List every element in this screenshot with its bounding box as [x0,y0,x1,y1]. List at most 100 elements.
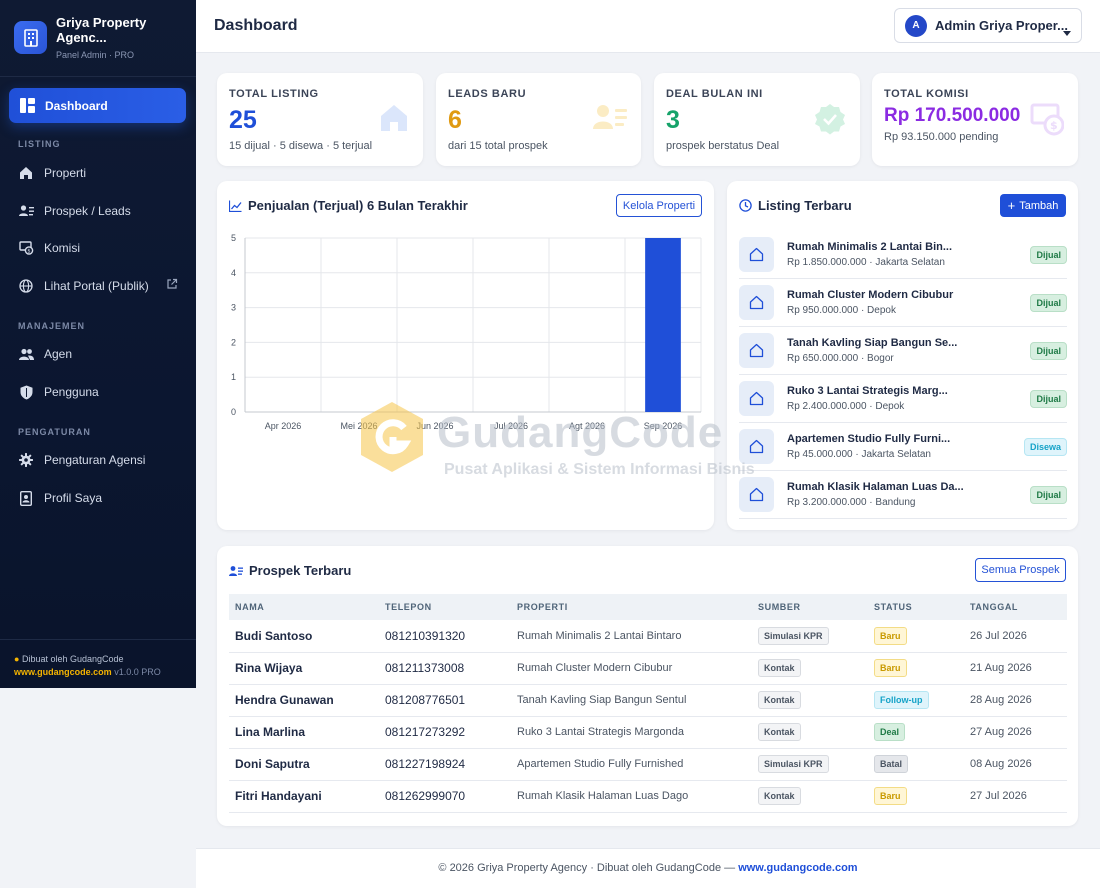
cell-telepon: 081227198924 [379,748,511,781]
panel-title: Penjualan (Terjual) 6 Bulan Terakhir [229,198,468,213]
stat-subtext: 15 dijual · 5 disewa · 5 terjual [229,140,373,152]
house-outline-icon [739,381,774,416]
status-chip: Baru [874,626,907,645]
nav-item-pengaturan-agensi[interactable]: Pengaturan Agensi [18,452,186,468]
table-row[interactable]: Budi Santoso 081210391320 Rumah Minimalis … [229,620,1067,653]
y-tick-label: 4 [231,268,236,278]
nav-item-label: Dashboard [45,98,108,113]
col-telepon[interactable]: TELEPON [379,594,511,620]
coin-icon: ● [14,654,20,664]
user-menu-button[interactable]: A Admin Griya Proper... [894,8,1082,43]
sales-bar-chart: 0 1 2 3 4 5 Apr 2026 Mei 2026 Jun 2026 Jul 2026 Ag… [231,233,702,431]
nav-item-portal[interactable]: Lihat Portal (Publik) [18,278,186,294]
footer-link[interactable]: www.gudangcode.com [738,862,858,874]
cell-tanggal: 08 Aug 2026 [964,748,1067,781]
cell-nama: Fitri Handayani [229,780,379,813]
tambah-button[interactable]: + Tambah [1000,194,1066,217]
list-item[interactable]: Rumah Minimalis 2 Lantai Bin... Rp 1.850.… [739,231,1067,279]
tambah-label: Tambah [1019,199,1059,212]
sales-chart-title: Penjualan (Terjual) 6 Bulan Terakhir [248,198,468,213]
x-tick-label: Jun 2026 [416,421,453,431]
table-row[interactable]: Lina Marlina 081217273292 Ruko 3 Lantai St… [229,716,1067,749]
listing-title: Ruko 3 Lantai Strategis Marg... [787,385,948,397]
cell-tanggal: 26 Jul 2026 [964,620,1067,653]
listing-title: Tanah Kavling Siap Bangun Se... [787,337,958,349]
gear-icon [18,452,34,468]
credit-text: Dibuat oleh GudangCode [21,654,124,664]
sales-chart-panel: Penjualan (Terjual) 6 Bulan Terakhir Kel… [217,181,714,530]
house-icon [379,103,409,138]
list-item[interactable]: Apartemen Studio Fully Furni... Rp 45.000… [739,423,1067,471]
list-item[interactable]: Rumah Klasik Halaman Luas Da... Rp 3.200.… [739,471,1067,519]
y-tick-label: 1 [231,372,236,382]
x-tick-label: Apr 2026 [265,421,302,431]
x-tick-label: Sep 2026 [644,421,683,431]
nav-section-manajemen: MANAJEMEN [18,321,86,331]
house-outline-icon [739,237,774,272]
list-item[interactable]: Ruko 3 Lantai Strategis Marg... Rp 2.400.… [739,375,1067,423]
table-row[interactable]: Rina Wijaya 081211373008 Rumah Cluster Mod… [229,652,1067,685]
users-list-icon [593,103,627,136]
cell-nama: Doni Saputra [229,748,379,781]
page-title: Dashboard [214,17,298,34]
topbar: Dashboard A Admin Griya Proper... [196,0,1100,53]
col-status[interactable]: STATUS [868,594,964,620]
house-outline-icon [739,285,774,320]
cell-properti: Ruko 3 Lantai Strategis Margonda [511,716,752,749]
stat-value: Rp 170.500.000 [884,105,1021,126]
bar [645,238,681,412]
table-row[interactable]: Doni Saputra 081227198924 Apartemen Studio… [229,748,1067,781]
list-item[interactable]: Rumah Cluster Modern Cibubur Rp 950.000.0… [739,279,1067,327]
nav-item-profil[interactable]: Profil Saya [18,490,186,506]
plus-icon: + [1007,198,1016,213]
listing-panel: Listing Terbaru + Tambah Rumah Minimalis… [727,181,1078,530]
cell-status: Baru [868,620,964,653]
list-item[interactable]: Tanah Kavling Siap Bangun Se... Rp 650.00… [739,327,1067,375]
panel-title: Listing Terbaru [739,198,852,213]
nav-item-dashboard[interactable]: Dashboard [9,88,186,123]
external-link-icon [166,278,178,293]
nav-item-agen[interactable]: Agen [18,346,186,362]
footer-text: © 2026 Griya Property Agency · Dibuat ol… [438,862,736,874]
source-chip: Simulasi KPR [758,626,829,645]
building-icon [14,21,47,54]
nav-item-pengguna[interactable]: Pengguna [18,384,186,400]
cell-sumber: Kontak [752,780,868,813]
brand[interactable]: Griya Property Agenc... Panel Admin · PR… [0,0,196,77]
cell-telepon: 081210391320 [379,620,511,653]
nav-item-label: Profil Saya [44,491,103,505]
credit-link[interactable]: www.gudangcode.com [14,667,112,677]
brand-subtitle: Panel Admin · PRO [56,50,135,60]
col-properti[interactable]: PROPERTI [511,594,752,620]
stat-value: 6 [448,106,462,134]
status-badge: Disewa [1023,437,1067,456]
nav-item-prospek[interactable]: Prospek / Leads [18,203,186,219]
table-header-row: NAMA TELEPON PROPERTI SUMBER STATUS TANG… [229,594,1067,620]
semua-prospek-button[interactable]: Semua Prospek [975,558,1066,582]
caret-down-icon [1063,23,1071,41]
x-tick-label: Mei 2026 [340,421,377,431]
listing-meta: Rp 2.400.000.000 · Depok [787,401,905,412]
stat-label: DEAL BULAN INI [666,88,763,100]
nav-item-komisi[interactable]: $ Komisi [18,240,186,256]
users-icon [18,346,34,362]
kelola-properti-button[interactable]: Kelola Properti [616,194,702,217]
nav-item-label: Prospek / Leads [44,204,131,218]
nav-item-label: Komisi [44,241,81,255]
trend-chart-icon [229,200,242,212]
listing-title: Apartemen Studio Fully Furni... [787,433,951,445]
col-nama[interactable]: NAMA [229,594,379,620]
col-tanggal[interactable]: TANGGAL [964,594,1067,620]
stat-subtext: prospek berstatus Deal [666,140,780,152]
cell-properti: Rumah Klasik Halaman Luas Dago [511,780,752,813]
source-chip: Kontak [758,659,801,677]
table-row[interactable]: Fitri Handayani 081262999070 Rumah Klasik … [229,780,1067,813]
nav-item-properti[interactable]: Properti [18,165,186,181]
cell-telepon: 081262999070 [379,780,511,813]
status-badge: Dijual [1030,389,1067,408]
money-icon: $ [18,240,34,256]
table-row[interactable]: Hendra Gunawan 081208776501 Tanah Kavling … [229,684,1067,717]
x-tick-label: Agt 2026 [569,421,605,431]
col-sumber[interactable]: SUMBER [752,594,868,620]
svg-text:$: $ [1050,119,1058,132]
